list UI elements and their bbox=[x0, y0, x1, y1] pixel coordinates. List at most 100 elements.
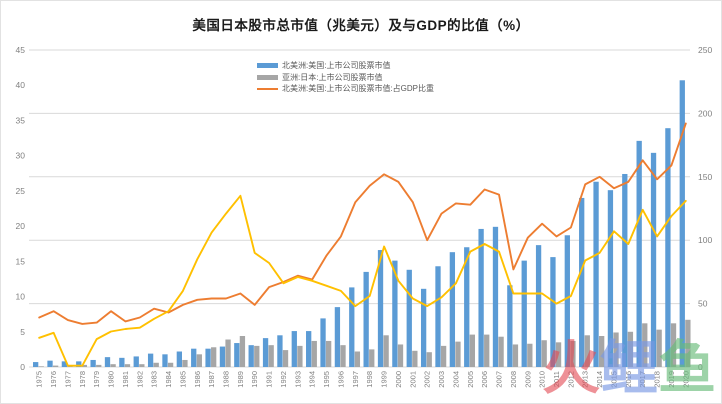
jp-marketcap-bar-1978 bbox=[81, 364, 88, 367]
x-axis-tick: 1982 bbox=[135, 371, 144, 388]
us-marketcap-bar-1996 bbox=[334, 307, 341, 367]
x-axis-tick: 2000 bbox=[394, 371, 403, 388]
us-marketcap-bar-1993 bbox=[291, 331, 297, 367]
us-marketcap-bar-2005 bbox=[464, 247, 470, 367]
jp-marketcap-bar-2017 bbox=[642, 323, 648, 367]
us-marketcap-bar-2014 bbox=[593, 181, 599, 367]
left-axis-tick: 10 bbox=[16, 292, 26, 302]
us-marketcap-bar-1986 bbox=[191, 348, 197, 367]
jp-marketcap-bar-2015 bbox=[613, 332, 619, 367]
x-axis-tick: 1980 bbox=[107, 371, 116, 388]
jp-marketcap-bar-1992 bbox=[282, 350, 289, 367]
jp-marketcap-bar-2002 bbox=[426, 352, 432, 367]
us-marketcap-bar-1989 bbox=[234, 343, 240, 367]
left-axis-tick: 5 bbox=[20, 327, 25, 337]
x-axis-tick: 2016 bbox=[624, 371, 633, 388]
x-axis-tick: 1996 bbox=[336, 371, 345, 388]
x-axis-tick: 1985 bbox=[178, 371, 187, 388]
legend-label: 亚洲:日本:上市公司股票市值 bbox=[282, 72, 383, 82]
legend-label: 北美洲:美国:上市公司股票市值:占GDP比重 bbox=[282, 84, 435, 93]
x-axis-tick: 1986 bbox=[193, 371, 202, 388]
right-axis-tick: 200 bbox=[698, 108, 712, 118]
x-axis-tick: 2012 bbox=[566, 371, 575, 388]
legend-item-0: 北美洲:美国:上市公司股票市值 bbox=[257, 60, 434, 72]
us-marketcap-bar-1990 bbox=[248, 345, 254, 367]
x-axis-tick: 2015 bbox=[609, 371, 618, 388]
x-axis-tick: 1989 bbox=[236, 371, 245, 388]
x-axis-tick: 2003 bbox=[437, 371, 446, 388]
us-marketcap-bar-1997 bbox=[349, 287, 355, 367]
x-axis-tick: 2007 bbox=[495, 371, 504, 388]
x-axis-tick: 1979 bbox=[92, 371, 101, 388]
us-marketcap-bar-2007 bbox=[492, 226, 499, 367]
us-marketcap-bar-1991 bbox=[262, 338, 269, 367]
left-axis-tick: 20 bbox=[16, 221, 26, 231]
us-marketcap-bar-1978 bbox=[76, 361, 82, 367]
x-axis-tick: 2002 bbox=[423, 371, 432, 388]
x-axis-tick: 1993 bbox=[293, 371, 302, 388]
jp-marketcap-bar-1983 bbox=[153, 362, 159, 367]
us-marketcap-bar-1992 bbox=[277, 335, 283, 367]
us-marketcap-bar-2011 bbox=[550, 257, 556, 367]
us-marketcap-bar-2013 bbox=[579, 197, 585, 367]
us-marketcap-bar-1983 bbox=[147, 353, 154, 367]
x-axis-tick: 1999 bbox=[380, 371, 389, 388]
jp-marketcap-bar-1975 bbox=[38, 366, 44, 367]
jp-marketcap-bar-1988 bbox=[225, 339, 231, 367]
jp-marketcap-bar-1999 bbox=[383, 335, 389, 367]
us-marketcap-bar-2015 bbox=[607, 190, 614, 367]
jp-marketcap-bar-1997 bbox=[354, 351, 361, 367]
x-axis-tick: 1991 bbox=[265, 371, 274, 388]
right-axis-tick: 50 bbox=[698, 299, 708, 309]
us-marketcap-bar-1988 bbox=[219, 346, 226, 367]
right-axis-tick: 100 bbox=[698, 235, 712, 245]
x-axis-tick: 1975 bbox=[35, 371, 44, 388]
us-marketcap-bar-1981 bbox=[119, 357, 125, 367]
jp-marketcap-bar-1984 bbox=[167, 362, 174, 367]
left-axis-tick: 0 bbox=[20, 362, 25, 372]
legend-line-swatch bbox=[257, 87, 278, 90]
right-axis-tick: 0 bbox=[698, 362, 703, 372]
x-axis-tick: 1995 bbox=[322, 371, 331, 388]
us-marketcap-bar-1975 bbox=[33, 362, 39, 367]
jp-marketcap-bar-1986 bbox=[196, 354, 202, 367]
chart-title: 美国日本股市总市值（兆美元）及与GDP的比值（%） bbox=[192, 18, 530, 33]
jp-pct-gdp-line bbox=[38, 194, 687, 367]
jp-marketcap-bar-2020 bbox=[685, 319, 691, 367]
x-axis-tick: 2017 bbox=[638, 371, 647, 388]
jp-marketcap-bar-2003 bbox=[440, 345, 447, 367]
us-marketcap-bar-2003 bbox=[435, 266, 441, 367]
jp-marketcap-bar-2018 bbox=[656, 329, 662, 367]
left-axis-tick: 45 bbox=[16, 45, 26, 55]
jp-marketcap-bar-1993 bbox=[297, 345, 303, 367]
x-axis-tick: 1977 bbox=[63, 371, 72, 388]
jp-marketcap-bar-2001 bbox=[412, 350, 418, 367]
x-axis-tick: 1997 bbox=[351, 371, 360, 388]
x-axis-tick: 1983 bbox=[150, 371, 159, 388]
legend-item-2: 北美洲:美国:上市公司股票市值:占GDP比重 bbox=[257, 83, 434, 95]
us-marketcap-bar-2019 bbox=[665, 128, 671, 367]
x-axis-tick: 1992 bbox=[279, 371, 288, 388]
legend-label: 北美洲:美国:上市公司股票市值 bbox=[282, 61, 391, 70]
x-axis-tick: 2014 bbox=[595, 371, 604, 388]
jp-marketcap-bar-1976 bbox=[52, 365, 59, 367]
right-axis-tick: 150 bbox=[698, 172, 712, 182]
us-marketcap-bar-1980 bbox=[104, 357, 111, 367]
legend-bar-swatch bbox=[257, 74, 278, 80]
us-marketcap-bar-2016 bbox=[622, 173, 628, 367]
us-marketcap-bar-2006 bbox=[478, 228, 484, 367]
us-marketcap-bar-1984 bbox=[162, 354, 168, 367]
jp-marketcap-bar-1996 bbox=[340, 345, 346, 367]
us-marketcap-bar-1977 bbox=[61, 361, 68, 367]
jp-marketcap-bar-2011 bbox=[555, 342, 562, 367]
jp-marketcap-bar-2000 bbox=[397, 344, 404, 367]
x-axis-tick: 1987 bbox=[207, 371, 216, 388]
jp-marketcap-bar-1981 bbox=[124, 364, 131, 367]
x-axis-tick: 2010 bbox=[538, 371, 547, 388]
x-axis-tick: 2001 bbox=[408, 371, 417, 388]
jp-marketcap-bar-2007 bbox=[498, 336, 504, 367]
left-axis-tick: 30 bbox=[16, 151, 26, 161]
us-marketcap-bar-1982 bbox=[133, 356, 139, 367]
